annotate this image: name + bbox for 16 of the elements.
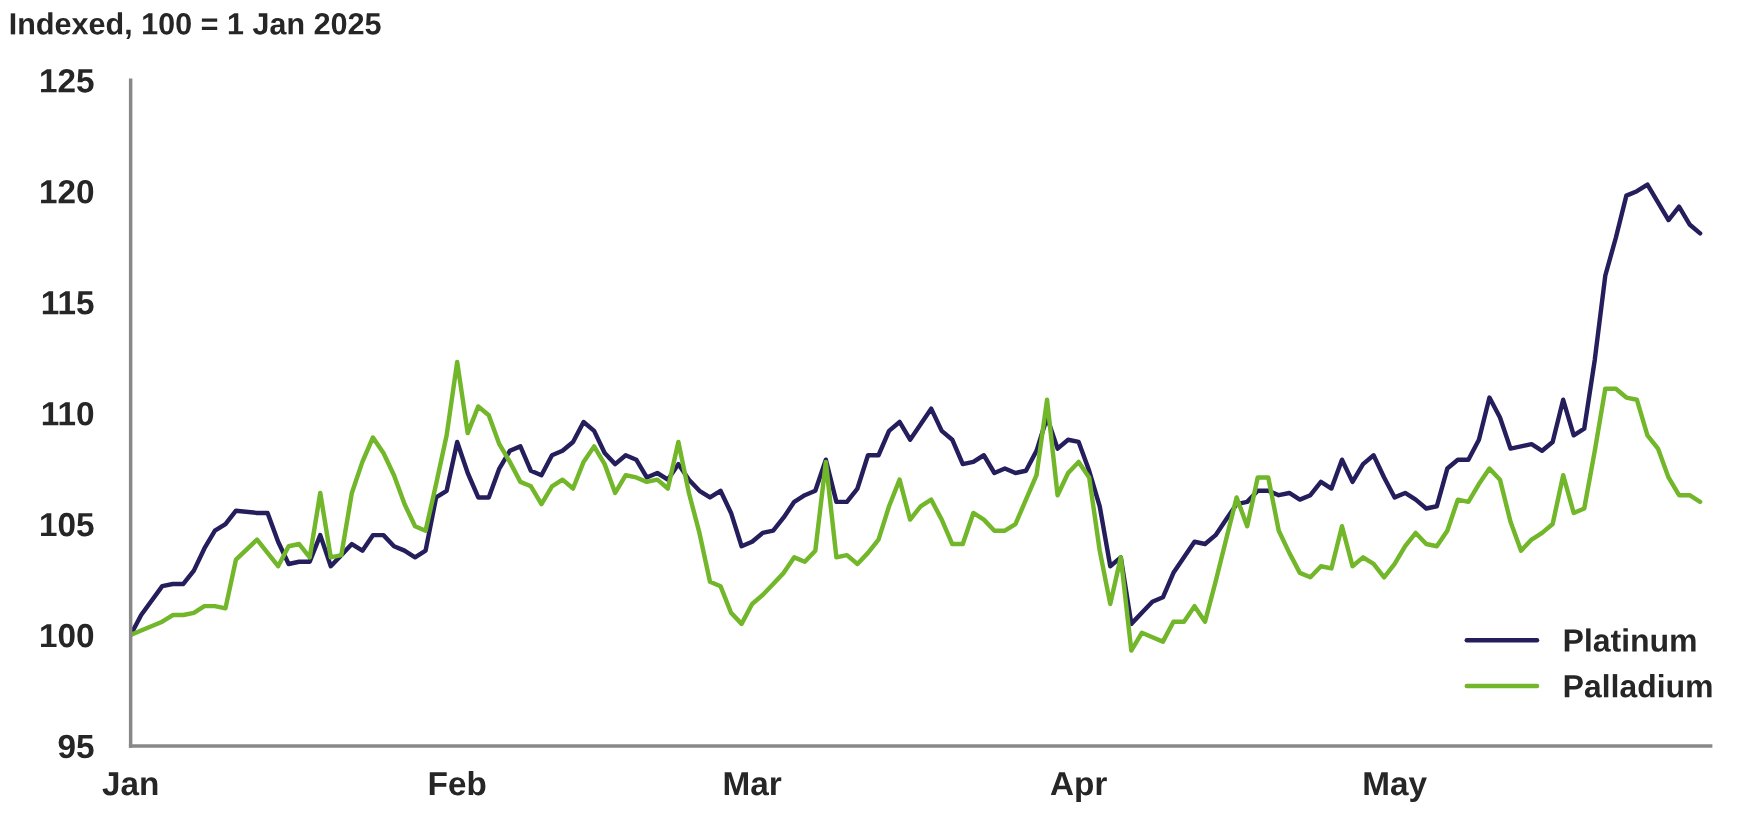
legend-label: Palladium bbox=[1564, 674, 1712, 698]
x-tick-label: Mar bbox=[724, 772, 782, 796]
y-tick-label: 100 bbox=[41, 623, 94, 648]
legend-label: Platinum bbox=[1564, 628, 1696, 652]
y-axis-title: Indexed, 100 = 1 Jan 2025 bbox=[10, 12, 381, 40]
x-tick-label: Jan bbox=[102, 772, 158, 796]
x-tick-label: Feb bbox=[429, 770, 486, 796]
line-series bbox=[130, 359, 1703, 653]
y-tick-label: 105 bbox=[41, 512, 94, 537]
y-tick-label: 120 bbox=[41, 179, 94, 204]
x-tick-label: May bbox=[1364, 772, 1427, 803]
x-tick-label: Apr bbox=[1050, 772, 1107, 803]
y-tick-label: 115 bbox=[42, 291, 94, 315]
y-tick-label: 95 bbox=[58, 734, 94, 759]
y-tick-label: 110 bbox=[42, 401, 94, 426]
y-tick-label: 125 bbox=[41, 69, 94, 93]
